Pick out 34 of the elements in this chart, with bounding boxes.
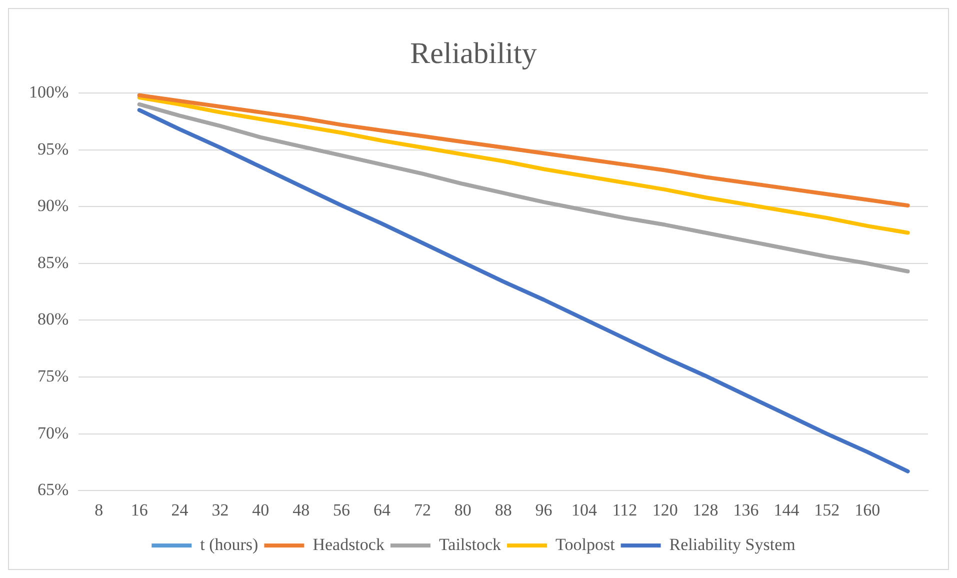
y-tick-label: 80%: [37, 310, 69, 329]
x-tick-label: 64: [373, 500, 391, 520]
x-tick-label: 112: [612, 500, 638, 520]
y-tick-label: 75%: [37, 366, 69, 386]
y-tick-label: 100%: [28, 82, 69, 102]
x-tick-label: 80: [454, 500, 472, 520]
legend-label: Tailstock: [438, 534, 502, 554]
legend-label: Toolpost: [556, 534, 616, 554]
x-tick-label: 16: [130, 500, 148, 520]
x-tick-label: 144: [774, 500, 800, 520]
x-tick-label: 8: [94, 500, 104, 520]
y-tick-label: 85%: [37, 252, 69, 272]
x-tick-label: 104: [571, 500, 598, 520]
x-tick-label: 136: [733, 500, 759, 520]
x-tick-label: 96: [535, 500, 552, 520]
legend-label: Reliability System: [669, 534, 796, 554]
x-tick-label: 56: [333, 500, 350, 520]
legend-label: t (hours): [200, 534, 258, 554]
y-tick-label: 65%: [37, 480, 69, 500]
x-tick-label: 24: [171, 500, 189, 520]
chart-title: Reliability: [410, 36, 537, 70]
x-tick-label: 128: [692, 500, 718, 520]
x-tick-label: 120: [652, 500, 678, 520]
x-tick-label: 72: [414, 500, 431, 520]
x-tick-label: 152: [814, 500, 840, 520]
x-tick-label: 32: [212, 500, 229, 520]
x-tick-label: 40: [252, 500, 270, 520]
y-tick-label: 95%: [37, 139, 69, 158]
x-tick-label: 88: [494, 500, 512, 520]
x-tick-label: 48: [292, 500, 310, 520]
x-tick-label: 160: [854, 500, 880, 520]
legend-label: Headstock: [312, 534, 385, 554]
y-tick-label: 70%: [37, 423, 69, 442]
y-tick-label: 90%: [37, 196, 69, 216]
